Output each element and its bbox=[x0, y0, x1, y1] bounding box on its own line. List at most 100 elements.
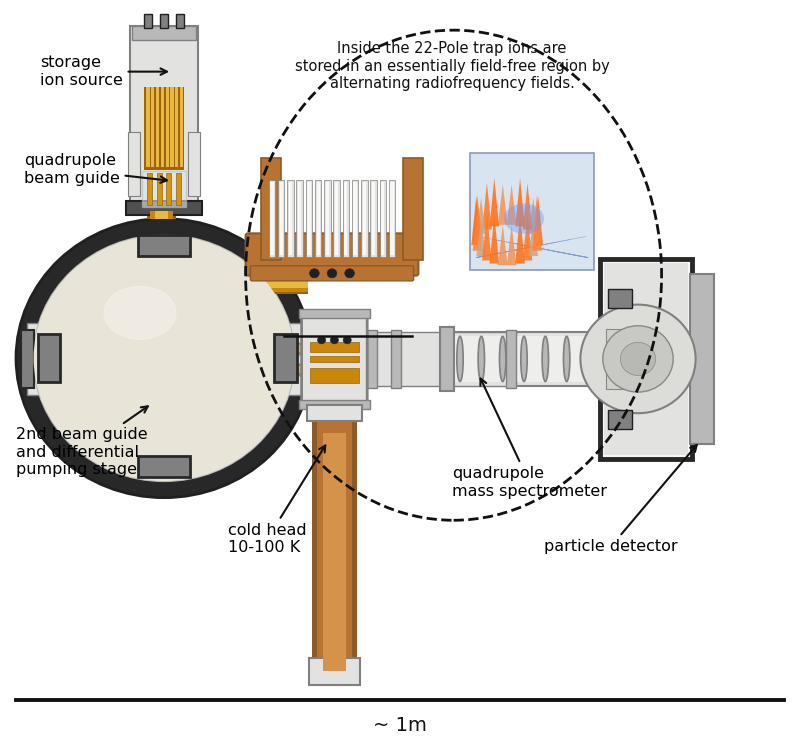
Bar bbox=[324, 180, 330, 256]
Bar bbox=[310, 342, 359, 352]
Ellipse shape bbox=[542, 336, 549, 382]
Bar bbox=[342, 180, 349, 256]
Bar bbox=[147, 173, 152, 205]
Bar bbox=[142, 171, 186, 207]
Text: quadrupole
beam guide: quadrupole beam guide bbox=[24, 154, 167, 185]
Bar bbox=[144, 87, 184, 170]
Bar bbox=[335, 182, 338, 256]
Ellipse shape bbox=[104, 287, 176, 339]
Bar bbox=[448, 332, 600, 386]
Bar bbox=[606, 329, 650, 389]
Bar bbox=[166, 87, 169, 167]
Circle shape bbox=[343, 336, 351, 344]
Bar bbox=[150, 211, 173, 219]
Ellipse shape bbox=[478, 336, 485, 382]
Bar bbox=[274, 334, 297, 382]
Bar bbox=[594, 327, 608, 391]
Bar bbox=[299, 309, 370, 318]
Text: cold head
10-100 K: cold head 10-100 K bbox=[228, 446, 326, 555]
Circle shape bbox=[34, 235, 294, 481]
Bar bbox=[35, 366, 344, 373]
Ellipse shape bbox=[104, 287, 176, 339]
Polygon shape bbox=[522, 214, 532, 260]
Bar bbox=[155, 211, 168, 219]
Bar bbox=[269, 180, 275, 256]
Polygon shape bbox=[482, 214, 492, 260]
Circle shape bbox=[581, 305, 696, 413]
FancyBboxPatch shape bbox=[302, 314, 367, 403]
Bar bbox=[161, 87, 164, 167]
Bar bbox=[381, 182, 384, 256]
Bar bbox=[138, 456, 190, 477]
Bar bbox=[317, 418, 352, 686]
Polygon shape bbox=[471, 196, 481, 245]
Bar bbox=[27, 323, 352, 395]
Bar bbox=[690, 274, 714, 443]
Text: storage
ion source: storage ion source bbox=[40, 56, 167, 87]
Bar bbox=[309, 658, 360, 685]
Ellipse shape bbox=[585, 336, 591, 382]
Bar bbox=[147, 211, 176, 219]
Bar bbox=[310, 356, 359, 362]
Bar bbox=[146, 87, 150, 167]
Polygon shape bbox=[532, 207, 542, 251]
Text: 4 cm: 4 cm bbox=[329, 351, 367, 366]
Bar bbox=[35, 345, 344, 352]
Bar bbox=[370, 180, 377, 256]
Bar bbox=[306, 180, 312, 256]
Bar bbox=[154, 298, 174, 418]
Bar bbox=[315, 180, 322, 256]
Polygon shape bbox=[532, 195, 542, 239]
Bar bbox=[126, 201, 202, 215]
Ellipse shape bbox=[504, 204, 544, 234]
Bar bbox=[390, 182, 394, 256]
Ellipse shape bbox=[499, 336, 506, 382]
Bar bbox=[317, 182, 320, 256]
Polygon shape bbox=[507, 185, 517, 225]
Polygon shape bbox=[522, 183, 532, 229]
Polygon shape bbox=[490, 215, 499, 264]
Circle shape bbox=[621, 342, 656, 375]
Bar bbox=[299, 400, 370, 409]
Polygon shape bbox=[476, 220, 486, 256]
Polygon shape bbox=[534, 196, 543, 245]
Bar bbox=[196, 267, 308, 294]
Bar bbox=[600, 259, 692, 458]
FancyBboxPatch shape bbox=[250, 266, 414, 281]
Text: ~ 1m: ~ 1m bbox=[373, 716, 427, 735]
Bar bbox=[35, 342, 344, 355]
Bar bbox=[363, 332, 516, 386]
Ellipse shape bbox=[457, 336, 463, 382]
Bar bbox=[189, 132, 200, 196]
Bar bbox=[128, 132, 139, 196]
Bar bbox=[506, 330, 516, 388]
Bar bbox=[278, 180, 285, 256]
Bar bbox=[323, 433, 346, 671]
Bar bbox=[354, 182, 357, 256]
Circle shape bbox=[310, 269, 319, 278]
Bar bbox=[289, 182, 292, 256]
Bar bbox=[307, 182, 310, 256]
Bar bbox=[312, 418, 357, 686]
Bar bbox=[389, 180, 395, 256]
Text: particle detector: particle detector bbox=[544, 445, 697, 554]
Bar bbox=[131, 26, 197, 40]
Bar bbox=[150, 298, 178, 418]
Bar bbox=[38, 334, 60, 382]
Circle shape bbox=[318, 336, 326, 344]
Bar bbox=[326, 182, 329, 256]
Bar bbox=[166, 173, 171, 205]
Bar bbox=[196, 274, 308, 288]
Circle shape bbox=[345, 269, 354, 278]
Text: Inside the 22-Pole trap ions are
stored in an essentially field-free region by
a: Inside the 22-Pole trap ions are stored … bbox=[294, 41, 610, 91]
Polygon shape bbox=[482, 183, 492, 229]
Polygon shape bbox=[476, 198, 486, 234]
Bar bbox=[608, 289, 632, 308]
Bar bbox=[307, 405, 362, 421]
Bar bbox=[144, 14, 152, 28]
Bar bbox=[362, 182, 366, 256]
Bar bbox=[608, 410, 632, 428]
Polygon shape bbox=[473, 207, 482, 251]
Bar bbox=[175, 87, 178, 167]
Bar bbox=[334, 180, 340, 256]
